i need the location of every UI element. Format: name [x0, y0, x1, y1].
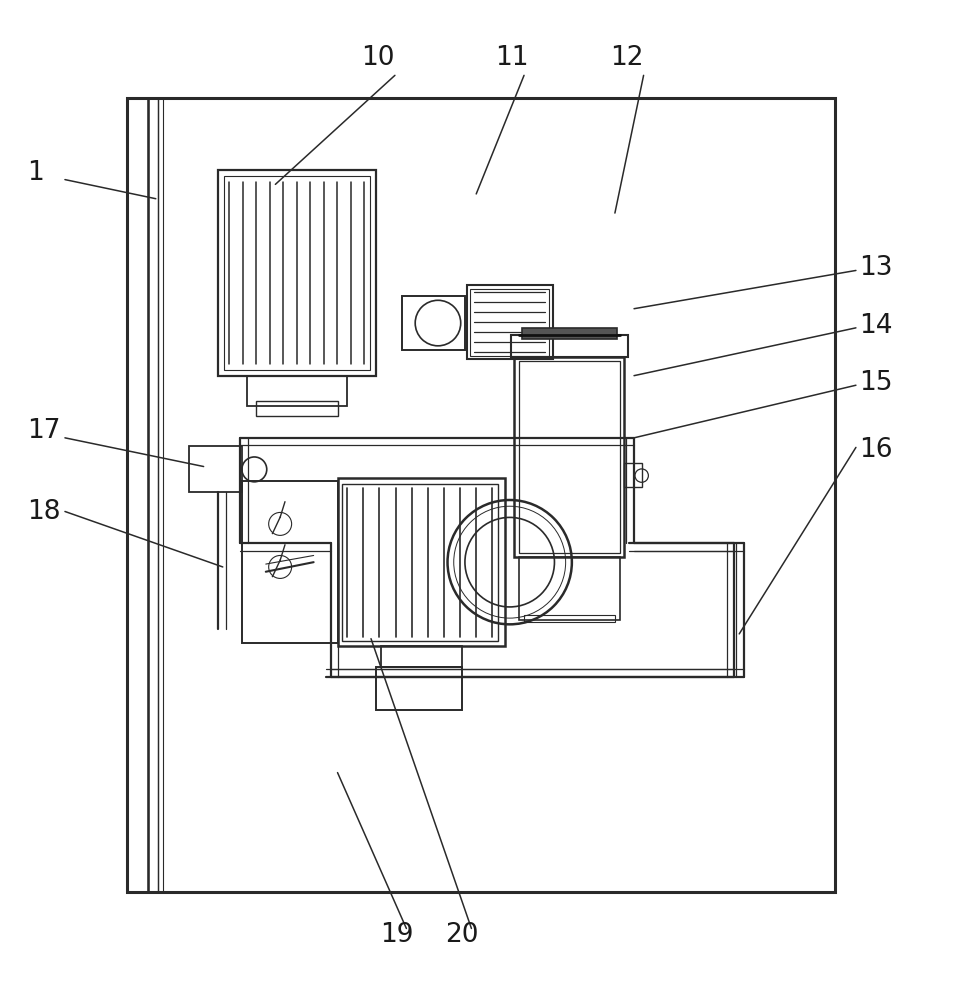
Bar: [218, 170, 376, 376]
Bar: [127, 98, 148, 892]
Bar: [246, 376, 347, 406]
Bar: [401, 296, 464, 350]
Bar: [342, 484, 498, 641]
Text: 20: 20: [444, 922, 478, 948]
Text: 10: 10: [361, 45, 395, 71]
Text: 18: 18: [27, 499, 61, 525]
Text: 14: 14: [858, 313, 892, 339]
Bar: [127, 98, 834, 892]
Bar: [624, 463, 641, 487]
Bar: [241, 481, 337, 643]
Bar: [519, 557, 619, 620]
Bar: [337, 478, 505, 646]
Text: 13: 13: [858, 255, 892, 281]
Bar: [524, 615, 614, 622]
Bar: [510, 335, 628, 357]
Text: 11: 11: [495, 45, 529, 71]
Bar: [189, 446, 241, 492]
Text: 19: 19: [381, 922, 413, 948]
Text: 12: 12: [609, 45, 643, 71]
Text: 17: 17: [27, 418, 61, 444]
Bar: [376, 667, 461, 710]
Text: 1: 1: [27, 160, 43, 186]
Bar: [158, 98, 163, 892]
Bar: [256, 401, 337, 416]
Bar: [148, 98, 158, 892]
Text: 16: 16: [858, 437, 892, 463]
Bar: [522, 328, 616, 339]
Text: 15: 15: [858, 370, 892, 396]
Bar: [519, 361, 619, 553]
Bar: [224, 176, 370, 370]
Bar: [514, 357, 624, 557]
Bar: [381, 646, 461, 667]
Bar: [470, 289, 549, 356]
Bar: [466, 285, 553, 359]
